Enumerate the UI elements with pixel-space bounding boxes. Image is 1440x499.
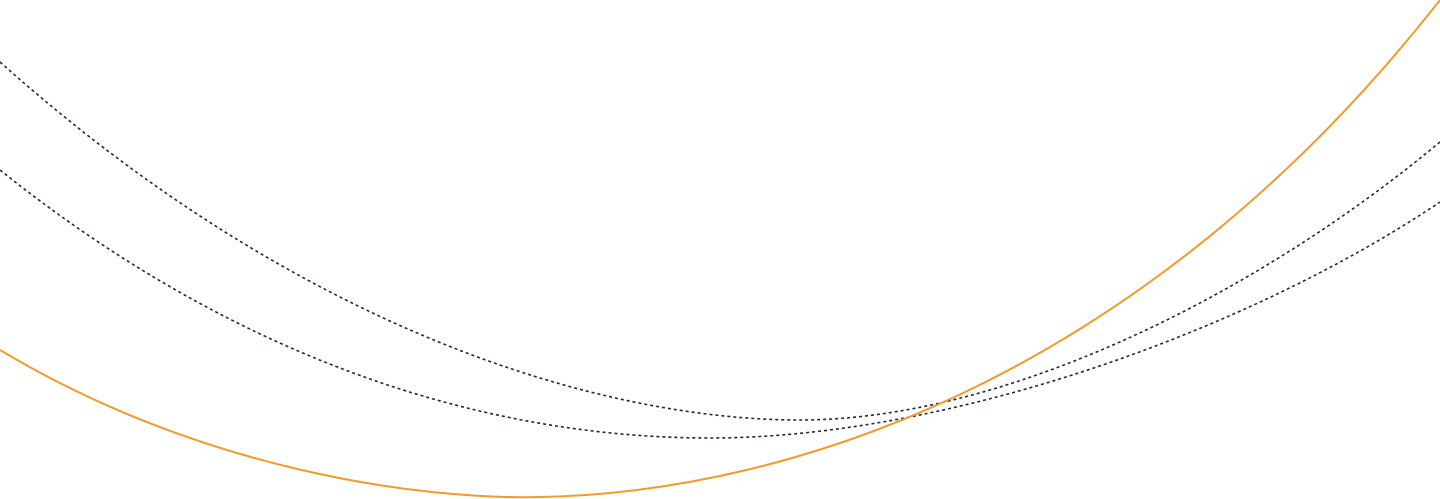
dotted-curve-lower bbox=[0, 169, 1440, 439]
dotted-curve-upper bbox=[0, 61, 1440, 421]
